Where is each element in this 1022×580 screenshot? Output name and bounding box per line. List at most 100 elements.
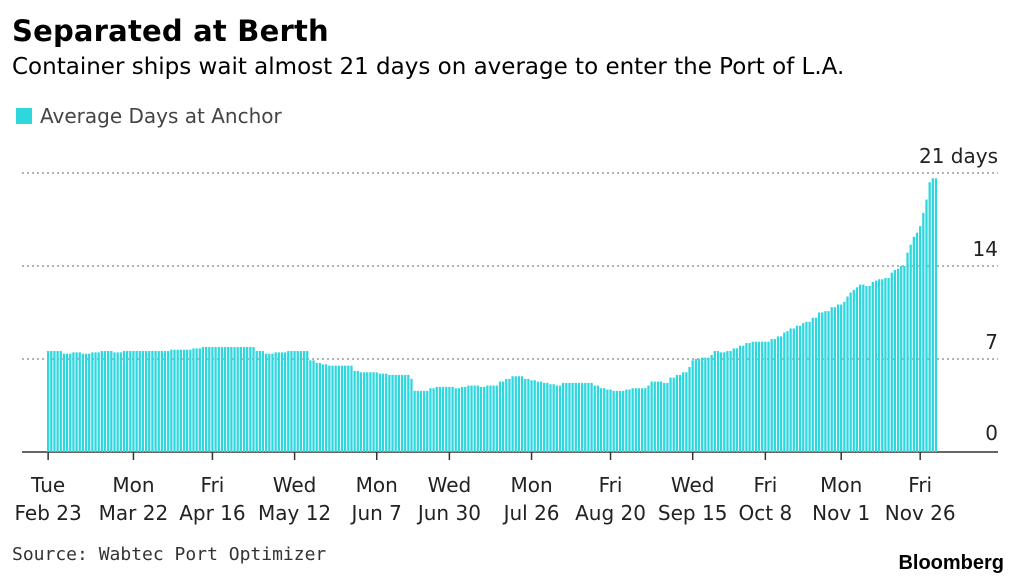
- bar: [874, 280, 878, 452]
- bar: [47, 351, 50, 452]
- bar: [536, 381, 539, 452]
- bar: [568, 382, 571, 452]
- bar: [530, 380, 533, 452]
- bar: [246, 347, 249, 452]
- bar: [167, 351, 170, 452]
- x-tick-day-label: Tue: [30, 473, 65, 497]
- bar: [511, 376, 514, 452]
- bar: [659, 381, 663, 452]
- bar: [429, 388, 432, 452]
- x-tick-day-label: Wed: [671, 473, 715, 497]
- bar: [359, 372, 363, 452]
- bar: [182, 349, 186, 452]
- bar: [201, 347, 205, 452]
- bar: [388, 374, 391, 452]
- bar: [385, 373, 388, 452]
- bar: [457, 388, 461, 452]
- x-tick-day-label: Mon: [510, 473, 552, 497]
- bar: [312, 360, 315, 452]
- bar: [691, 360, 694, 452]
- bar: [287, 351, 290, 452]
- chart-subtitle: Container ships wait almost 21 days on a…: [12, 54, 845, 80]
- bar: [107, 351, 110, 452]
- bar: [78, 352, 81, 452]
- bar: [694, 359, 697, 452]
- bar: [704, 357, 707, 452]
- bar: [909, 244, 912, 452]
- bar: [508, 378, 511, 452]
- bar: [144, 351, 148, 452]
- bar: [122, 351, 126, 452]
- bar: [840, 304, 843, 452]
- bar: [846, 296, 849, 452]
- x-tick-date-label: Mar 22: [99, 501, 169, 525]
- bar: [767, 341, 770, 452]
- bar: [498, 381, 502, 452]
- bar: [492, 385, 495, 452]
- bar: [906, 252, 909, 452]
- bar: [776, 336, 780, 452]
- bar: [849, 292, 852, 452]
- bar: [862, 284, 865, 452]
- bar: [890, 272, 893, 452]
- bar: [69, 353, 72, 452]
- bar: [53, 351, 56, 452]
- bar: [606, 389, 609, 452]
- bar: [599, 388, 603, 452]
- bar: [163, 351, 167, 452]
- bar: [198, 348, 201, 452]
- bar: [900, 266, 903, 452]
- chart-title: Separated at Berth: [12, 14, 329, 48]
- bar: [524, 378, 527, 452]
- bar: [65, 353, 69, 452]
- bar: [125, 351, 129, 452]
- bar: [381, 373, 385, 452]
- bar: [119, 352, 122, 452]
- bar: [732, 348, 735, 452]
- bar: [460, 386, 464, 452]
- bar: [154, 351, 157, 452]
- bar: [157, 351, 160, 452]
- bar: [50, 351, 53, 452]
- bar: [283, 352, 287, 452]
- bar: [271, 353, 274, 452]
- bar: [138, 351, 141, 452]
- bar: [865, 285, 868, 452]
- bar: [533, 380, 536, 452]
- bar: [745, 343, 748, 452]
- bar: [716, 351, 720, 452]
- bar: [644, 388, 647, 452]
- bar: [350, 365, 353, 452]
- bar: [922, 212, 925, 452]
- bar: [62, 353, 66, 452]
- bar: [394, 374, 397, 452]
- bar: [464, 386, 467, 452]
- bar: [422, 390, 426, 452]
- bar: [571, 382, 574, 452]
- x-tick-day-label: Mon: [356, 473, 398, 497]
- bar: [116, 352, 119, 452]
- bar: [925, 199, 928, 452]
- bar: [441, 386, 445, 452]
- bar: [400, 374, 404, 452]
- bar: [268, 353, 271, 452]
- bar: [789, 328, 792, 452]
- x-tick-date-label: Jul 26: [502, 501, 560, 525]
- x-tick-day-label: Wed: [273, 473, 317, 497]
- bar: [795, 325, 799, 452]
- bar: [293, 351, 296, 452]
- bar: [214, 347, 217, 452]
- bar: [233, 347, 236, 452]
- bar: [761, 341, 764, 452]
- bar: [227, 347, 230, 452]
- y-tick-label: 0: [985, 421, 998, 445]
- bar: [754, 341, 758, 452]
- bar: [903, 266, 906, 452]
- bar: [135, 351, 138, 452]
- bar: [170, 349, 173, 452]
- bar: [707, 357, 710, 452]
- bar: [641, 388, 644, 452]
- bar: [176, 349, 179, 452]
- x-tick-date-label: Jun 7: [350, 501, 402, 525]
- bar: [596, 385, 600, 452]
